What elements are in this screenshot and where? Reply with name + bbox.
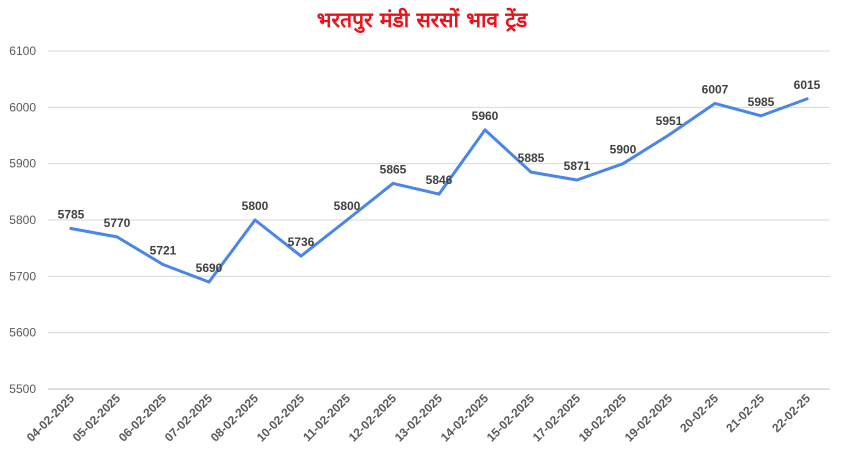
y-tick-label: 6000 [9, 100, 36, 114]
data-point [69, 226, 73, 230]
data-label: 5865 [380, 162, 407, 176]
data-label: 5951 [656, 114, 683, 128]
data-label: 5690 [196, 261, 223, 275]
x-tick-label: 13-02-2025 [392, 391, 446, 445]
data-point [575, 178, 579, 182]
data-point [161, 263, 165, 267]
data-point [759, 114, 763, 118]
data-point [345, 218, 349, 222]
data-label: 5960 [472, 109, 499, 123]
x-tick-label: 21-02-25 [723, 391, 767, 435]
data-label: 5900 [610, 143, 637, 157]
data-label: 5785 [58, 207, 85, 221]
data-point [529, 170, 533, 174]
x-tick-label: 12-02-2025 [346, 391, 400, 445]
data-label: 6007 [702, 82, 729, 96]
data-point [805, 97, 809, 101]
data-label: 5736 [288, 235, 315, 249]
x-tick-label: 10-02-2025 [254, 391, 308, 445]
x-tick-label: 07-02-2025 [162, 391, 216, 445]
data-point [115, 235, 119, 239]
x-tick-label: 20-02-25 [677, 391, 721, 435]
data-label: 5985 [748, 95, 775, 109]
data-point [253, 218, 257, 222]
data-label: 5800 [334, 199, 361, 213]
data-label: 6015 [794, 78, 821, 92]
data-label: 5871 [564, 159, 591, 173]
y-tick-label: 5700 [9, 269, 36, 283]
x-tick-label: 14-02-2025 [438, 391, 492, 445]
data-label: 5721 [150, 244, 177, 258]
data-point [713, 101, 717, 105]
data-point [667, 133, 671, 137]
x-tick-label: 18-02-2025 [576, 391, 630, 445]
y-tick-label: 5500 [9, 382, 36, 396]
data-label: 5770 [104, 216, 131, 230]
data-point [391, 181, 395, 185]
data-label: 5885 [518, 151, 545, 165]
chart-title: भरतपुर मंडी सरसों भाव ट्रेंड [316, 8, 528, 32]
x-tick-label: 15-02-2025 [484, 391, 538, 445]
x-tick-label: 19-02-2025 [622, 391, 676, 445]
y-tick-label: 5600 [9, 326, 36, 340]
series-line [69, 97, 809, 284]
x-tick-label: 06-02-2025 [116, 391, 170, 445]
x-tick-label: 22-02-25 [769, 391, 813, 435]
data-label: 5846 [426, 173, 453, 187]
y-tick-label: 5900 [9, 157, 36, 171]
data-point [483, 128, 487, 132]
data-point [621, 162, 625, 166]
x-tick-label: 17-02-2025 [530, 391, 584, 445]
y-tick-label: 5800 [9, 213, 36, 227]
data-point [437, 192, 441, 196]
x-tick-label: 08-02-2025 [208, 391, 262, 445]
data-label: 5800 [242, 199, 269, 213]
x-tick-label: 05-02-2025 [70, 391, 124, 445]
data-point [207, 280, 211, 284]
x-tick-label: 04-02-2025 [24, 391, 78, 445]
x-tick-label: 11-02-2025 [300, 391, 353, 444]
data-point [299, 254, 303, 258]
y-tick-label: 6100 [9, 44, 36, 58]
